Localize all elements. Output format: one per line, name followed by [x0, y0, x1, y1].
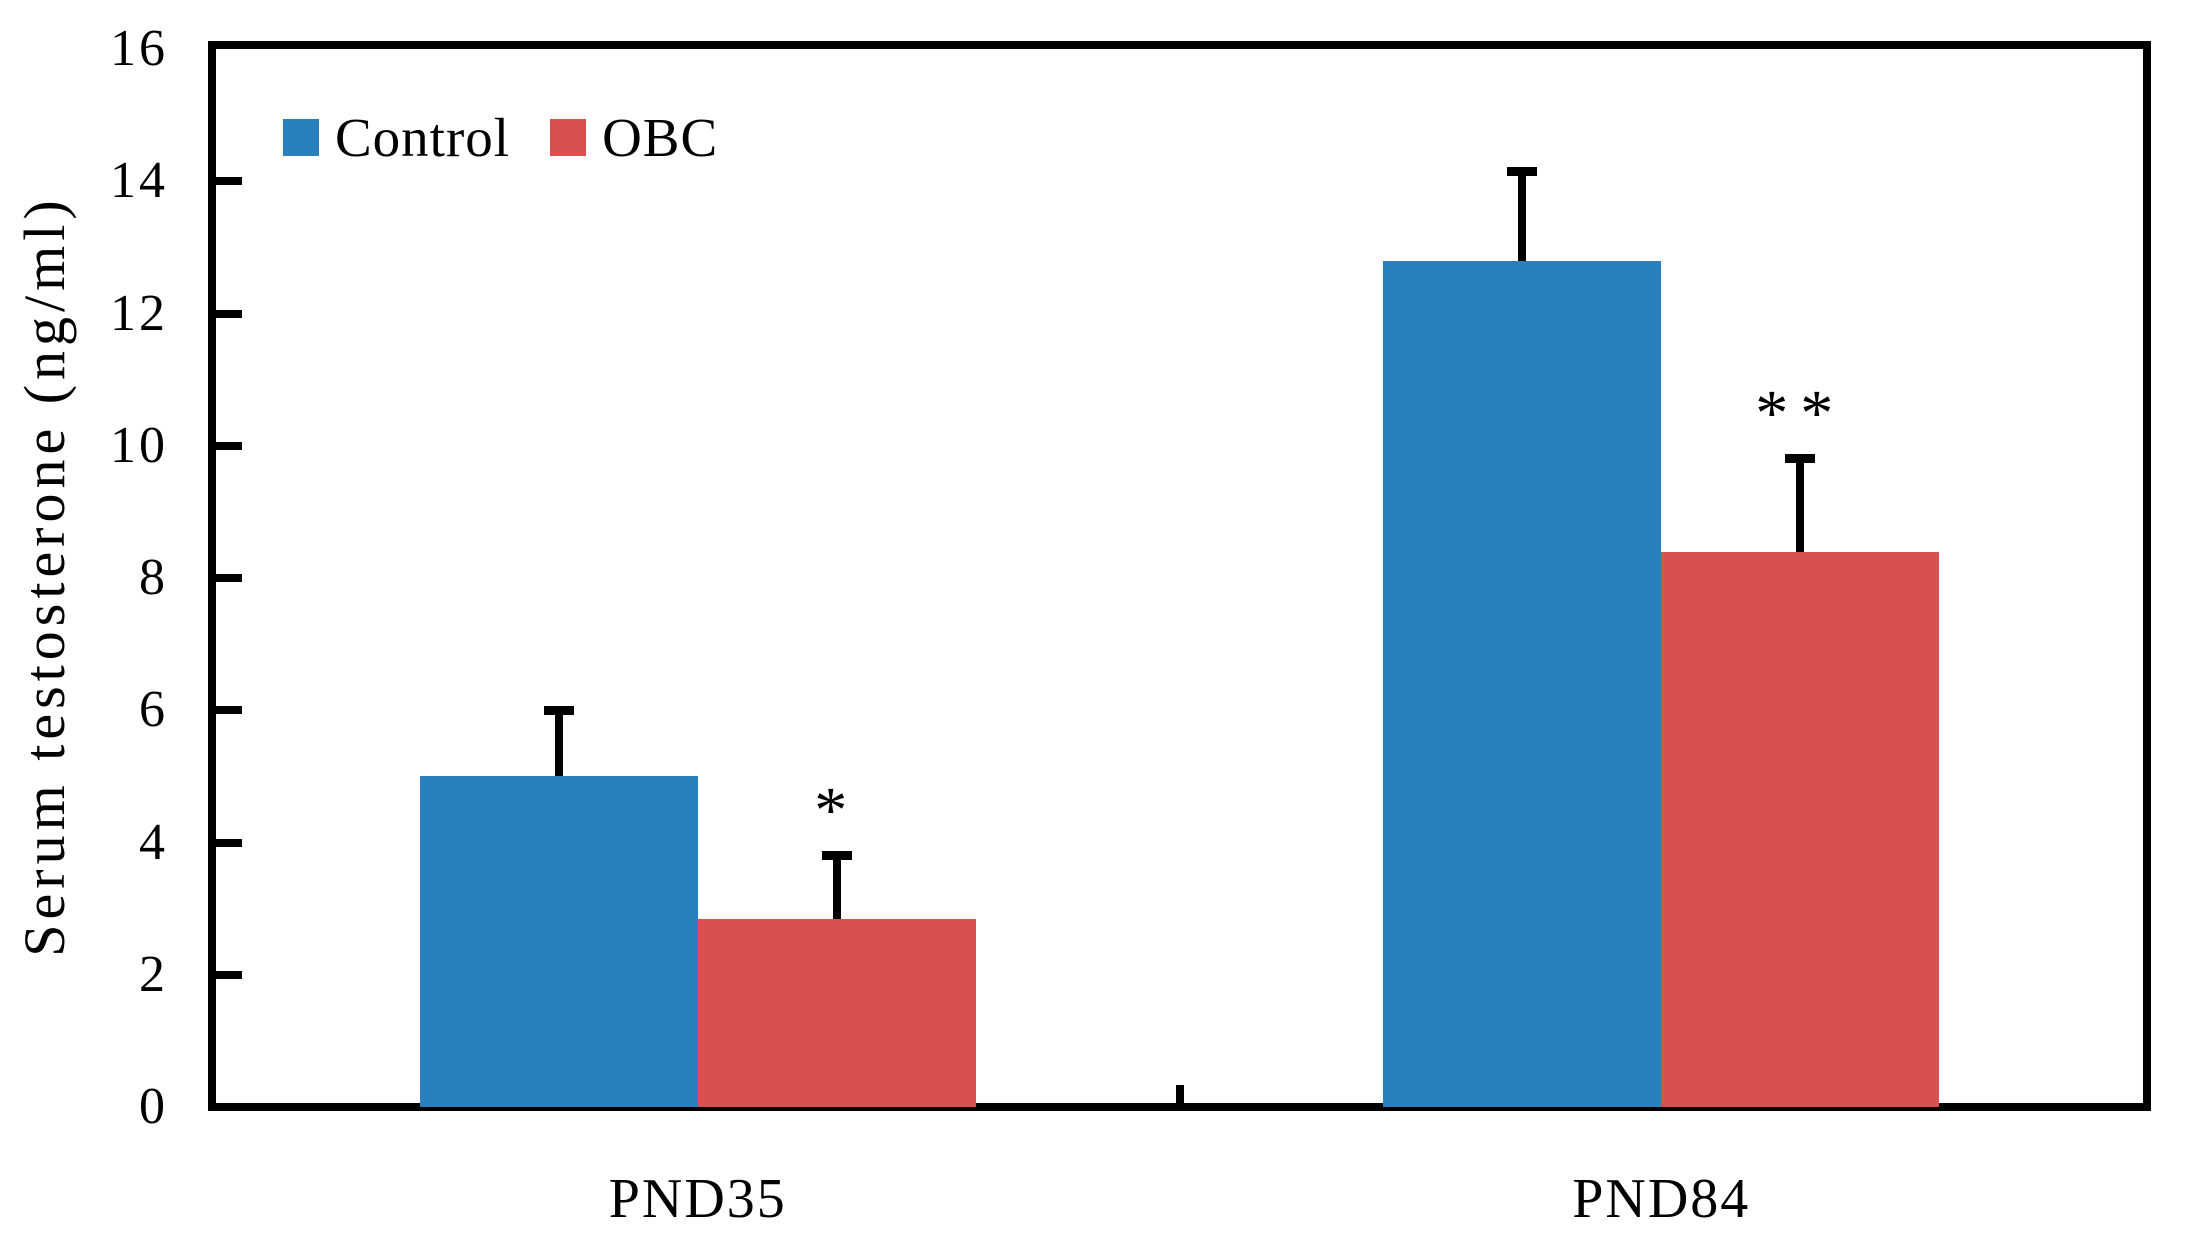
error-cap-obc-pnd35	[821, 851, 852, 861]
bar-obc-pnd84	[1661, 551, 1940, 1107]
error-bar-obc-pnd35	[832, 855, 841, 919]
x-tick-label-pnd84: PND84	[1572, 1168, 1751, 1230]
significance-obc-pnd84: **	[1755, 376, 1846, 450]
y-tick-mark-8	[216, 574, 242, 582]
legend-label-obc: OBC	[602, 107, 719, 168]
y-tick-mark-6	[216, 706, 242, 715]
legend-item-control: Control	[283, 110, 510, 165]
y-tick-label-4: 4	[139, 813, 168, 871]
legend-item-obc: OBC	[550, 110, 718, 165]
error-bar-control-pnd35	[554, 710, 563, 777]
x-axis-divider-tick	[1175, 1085, 1184, 1107]
legend-swatch-control	[283, 119, 319, 156]
bar-obc-pnd35	[697, 918, 976, 1107]
legend-label-control: Control	[335, 107, 511, 168]
bar-control-pnd35	[419, 776, 698, 1107]
y-tick-label-12: 12	[110, 284, 168, 342]
legend: Control OBC	[283, 110, 718, 165]
y-tick-mark-12	[216, 309, 242, 318]
error-cap-control-pnd35	[543, 705, 574, 715]
y-tick-label-2: 2	[139, 945, 168, 1003]
error-cap-obc-pnd84	[1785, 454, 1816, 464]
y-tick-mark-4	[216, 838, 242, 847]
y-tick-label-14: 14	[110, 152, 168, 210]
y-tick-label-0: 0	[139, 1078, 168, 1135]
y-tick-label-6: 6	[139, 681, 168, 739]
bar-control-pnd84	[1383, 260, 1662, 1107]
y-tick-label-16: 16	[110, 20, 168, 77]
error-cap-control-pnd84	[1507, 166, 1538, 176]
x-tick-label-pnd35: PND35	[608, 1168, 787, 1230]
error-bar-control-pnd84	[1518, 171, 1527, 261]
legend-swatch-obc	[550, 119, 587, 156]
y-tick-label-10: 10	[110, 416, 168, 474]
significance-obc-pnd35: *	[814, 773, 860, 847]
error-bar-obc-pnd84	[1796, 458, 1805, 552]
y-tick-label-8: 8	[139, 549, 168, 606]
y-tick-mark-2	[216, 970, 242, 979]
y-tick-mark-14	[216, 177, 242, 186]
y-tick-mark-10	[216, 441, 242, 450]
